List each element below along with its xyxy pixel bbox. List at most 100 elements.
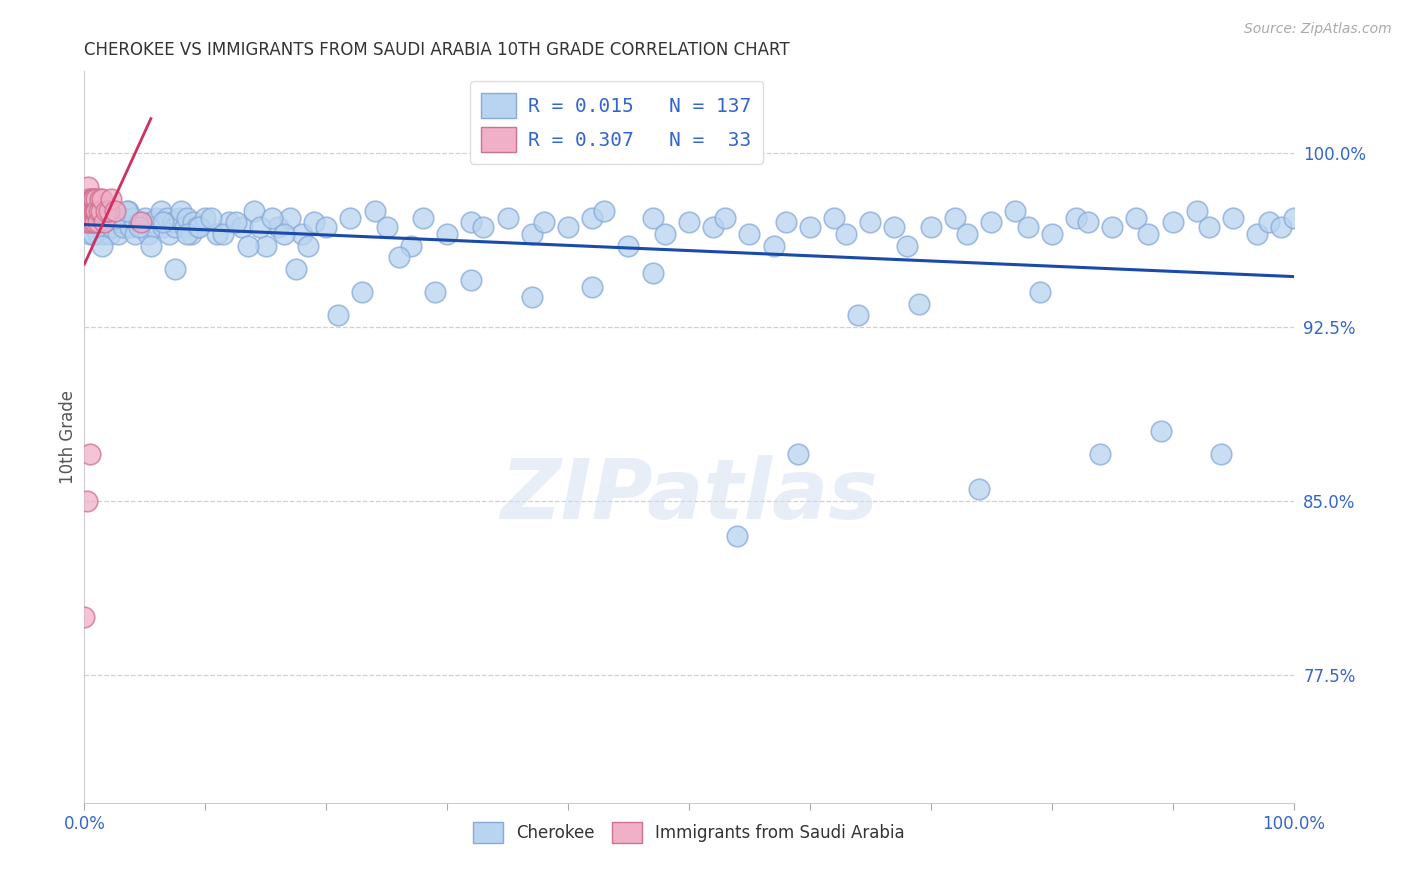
Point [1125,211,1147,225]
Point [101,219,124,234]
Point [120,219,142,234]
Point [91,192,114,206]
Point [100,192,122,206]
Point [165,219,187,234]
Point [231,219,253,234]
Point [496,211,519,225]
Point [94,215,117,229]
Point [146,211,169,225]
Point [363,203,385,218]
Point [315,219,337,234]
Point [236,238,259,252]
Point [76,494,98,508]
Point [436,227,458,241]
Point [84,215,107,229]
Point [83,192,105,206]
Point [1222,211,1244,225]
Point [77,215,100,229]
Point [302,215,325,229]
Point [273,227,295,241]
Text: Source: ZipAtlas.com: Source: ZipAtlas.com [1244,22,1392,37]
Point [110,215,132,229]
Point [86,192,108,206]
Point [1185,203,1208,218]
Point [152,215,174,229]
Point [249,219,271,234]
Point [80,203,103,218]
Point [84,203,107,218]
Point [581,280,603,294]
Point [105,211,128,225]
Point [520,290,543,304]
Point [155,211,177,225]
Point [79,448,101,462]
Point [328,308,350,322]
Point [1028,285,1050,299]
Point [593,203,616,218]
Point [96,219,118,234]
Point [581,211,603,225]
Point [76,192,98,206]
Point [82,227,104,241]
Point [173,219,195,234]
Point [1149,424,1171,438]
Point [134,211,156,225]
Point [93,215,115,229]
Point [725,529,748,543]
Point [1064,211,1087,225]
Point [207,227,229,241]
Point [956,227,979,241]
Point [162,215,184,229]
Point [139,215,162,229]
Point [943,211,966,225]
Point [194,211,217,225]
Point [762,238,785,252]
Point [1101,219,1123,234]
Point [76,215,98,229]
Point [472,219,495,234]
Point [86,203,108,218]
Point [104,203,127,218]
Point [188,219,211,234]
Point [242,203,264,218]
Point [104,203,127,218]
Legend: Cherokee, Immigrants from Saudi Arabia: Cherokee, Immigrants from Saudi Arabia [467,815,911,849]
Point [77,180,100,194]
Point [678,215,700,229]
Point [176,227,198,241]
Point [93,227,115,241]
Point [339,211,361,225]
Point [1040,227,1063,241]
Point [399,238,422,252]
Point [775,215,797,229]
Point [180,227,202,241]
Point [920,219,942,234]
Point [225,215,247,229]
Point [112,219,135,234]
Point [352,285,374,299]
Point [654,227,676,241]
Point [1137,227,1160,241]
Point [260,211,283,225]
Point [1004,203,1026,218]
Point [77,203,100,218]
Point [170,203,193,218]
Point [138,227,160,241]
Point [254,238,277,252]
Point [100,215,122,229]
Point [799,219,821,234]
Point [121,211,143,225]
Point [94,203,117,218]
Point [284,261,308,276]
Point [641,211,664,225]
Point [82,192,104,206]
Point [82,215,104,229]
Point [86,227,108,241]
Point [107,227,129,241]
Text: CHEROKEE VS IMMIGRANTS FROM SAUDI ARABIA 10TH GRADE CORRELATION CHART: CHEROKEE VS IMMIGRANTS FROM SAUDI ARABIA… [84,41,790,59]
Point [89,192,111,206]
Point [98,227,121,241]
Point [143,219,166,234]
Point [412,211,434,225]
Point [835,227,858,241]
